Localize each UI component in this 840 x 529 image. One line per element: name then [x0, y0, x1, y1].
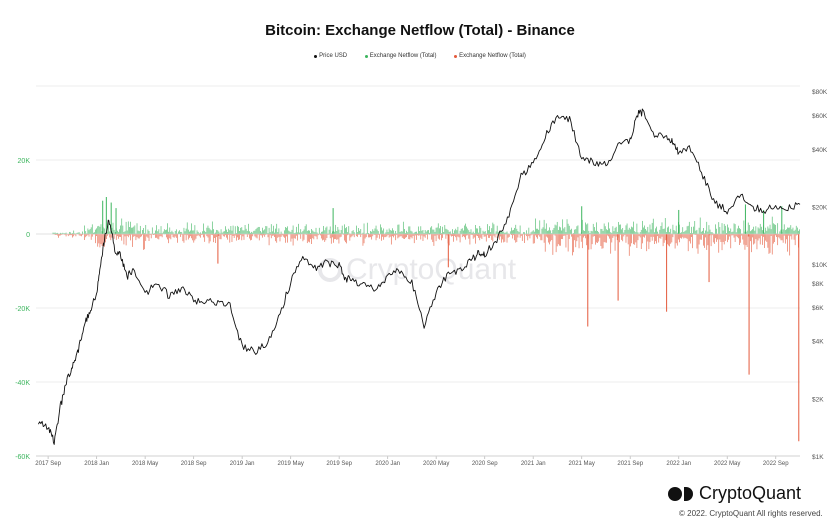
legend-label-outflow: Exchange Netflow (Total): [459, 53, 526, 59]
right-axis-tick-label: $4K: [812, 339, 824, 346]
legend-label-price: Price USD: [319, 53, 348, 59]
legend-item-price[interactable]: Price USD: [314, 53, 347, 60]
x-axis-tick-label: 2020 Jan: [375, 461, 400, 467]
right-axis-tick-label: $8K: [812, 281, 824, 288]
x-axis-tick-label: 2018 May: [132, 461, 158, 467]
chart-title: Bitcoin: Exchange Netflow (Total) - Bina…: [265, 22, 575, 39]
x-axis-tick-label: 2018 Jan: [84, 461, 109, 467]
x-axis-tick-label: 2017 Sep: [35, 461, 61, 467]
left-axis-tick-label: -60K: [15, 454, 30, 461]
right-axis-tick-label: $20K: [812, 205, 828, 212]
right-axis-tick-label: $2K: [812, 396, 824, 403]
legend-item-outflow[interactable]: Exchange Netflow (Total): [454, 53, 526, 60]
x-axis-tick-label: 2020 May: [423, 461, 449, 467]
legend-dot-inflow: [364, 54, 368, 58]
x-axis-tick-label: 2019 Jan: [230, 461, 255, 467]
legend-dot-outflow: [454, 54, 458, 58]
right-axis-tick-label: $10K: [812, 262, 828, 269]
x-axis-tick-label: 2021 May: [569, 461, 595, 467]
left-axis-tick-label: -40K: [15, 380, 30, 387]
right-axis-tick-label: $80K: [812, 89, 828, 96]
right-axis-tick-label: $40K: [812, 147, 828, 154]
x-axis-tick-label: 2022 Jan: [666, 461, 691, 467]
price-line: [37, 108, 801, 445]
x-axis-tick-label: 2018 Sep: [181, 461, 207, 467]
x-axis-tick-label: 2019 Sep: [326, 461, 352, 467]
brand-name: CryptoQuant: [699, 483, 802, 503]
brand-logo-icon: [668, 487, 682, 501]
x-axis-tick-label: 2022 May: [714, 461, 740, 467]
legend-label-inflow: Exchange Netflow (Total): [369, 53, 437, 59]
right-axis-tick-label: $60K: [812, 113, 828, 120]
brand-logo-icon-half: [684, 487, 693, 501]
legend-item-inflow[interactable]: Exchange Netflow (Total): [364, 53, 437, 60]
brand-logo[interactable]: CryptoQuant: [668, 483, 801, 504]
x-axis-tick-label: 2021 Sep: [617, 461, 643, 467]
watermark-logo-icon: [318, 258, 342, 282]
x-axis-tick-label: 2022 Sep: [763, 461, 789, 467]
legend-dot-price: [314, 54, 318, 58]
right-axis-tick-label: $6K: [812, 305, 824, 312]
left-axis-tick-label: -20K: [15, 306, 30, 313]
watermark: CryptoQuant: [318, 253, 516, 287]
left-axis-tick-label: 20K: [18, 158, 31, 165]
x-axis-tick-label: 2019 May: [277, 461, 303, 467]
watermark-text: CryptoQuant: [346, 253, 517, 286]
left-axis-tick-label: 0: [26, 232, 30, 239]
x-axis-tick-label: 2021 Jan: [521, 461, 546, 467]
right-axis-tick-label: $1K: [812, 454, 824, 461]
legend: Price USD Exchange Netflow (Total) Excha…: [0, 53, 840, 60]
x-axis-tick-label: 2020 Sep: [472, 461, 498, 467]
copyright: © 2022. CryptoQuant All rights reserved.: [679, 509, 823, 518]
